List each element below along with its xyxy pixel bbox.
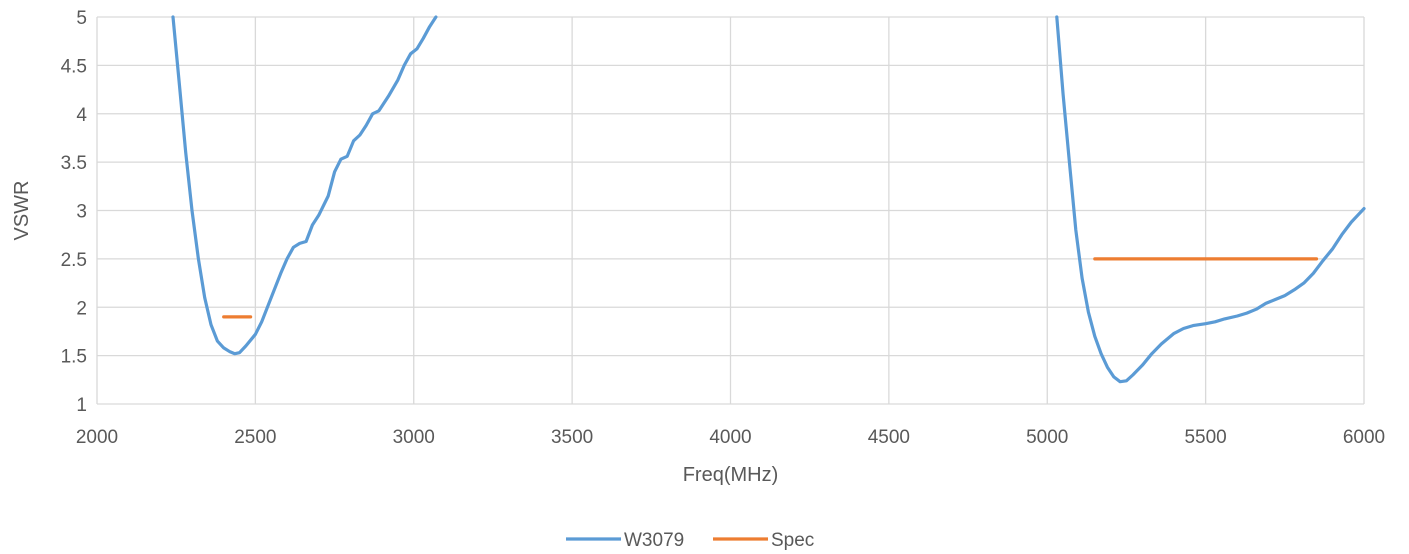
legend-label-spec: Spec [771,530,814,551]
y-tick-label: 4 [76,105,87,126]
y-tick-label: 4.5 [61,56,87,77]
legend: W3079 Spec [566,530,814,551]
series-line-w3079 [171,15,438,356]
y-tick-label: 5 [76,8,87,29]
y-tick-label: 3 [76,202,87,223]
y-tick-label: 2.5 [61,250,87,271]
gridlines [96,16,1365,405]
x-tick-label: 3500 [551,427,593,448]
y-tick-labels: 1 1.5 2 2.5 3 3.5 4 4.5 5 [61,8,88,416]
y-tick-label: 2 [76,298,87,319]
x-tick-label: 3000 [393,427,435,448]
x-tick-label: 6000 [1343,427,1385,448]
y-tick-label: 3.5 [61,153,87,174]
x-axis-title: Freq(MHz) [683,464,779,486]
x-tick-label: 4500 [868,427,910,448]
x-tick-label: 2500 [234,427,276,448]
y-tick-label: 1 [76,395,87,416]
x-tick-label: 2000 [76,427,118,448]
x-tick-labels: 2000 2500 3000 3500 4000 4500 5000 5500 6000 [76,427,1385,448]
x-tick-label: 5500 [1184,427,1226,448]
y-tick-label: 1.5 [61,347,87,368]
x-tick-label: 5000 [1026,427,1068,448]
series-lines [171,15,1366,384]
x-tick-label: 4000 [709,427,751,448]
legend-label-w3079: W3079 [624,530,684,551]
y-axis-title: VSWR [11,181,33,241]
series-line-w3079 [1055,15,1366,384]
